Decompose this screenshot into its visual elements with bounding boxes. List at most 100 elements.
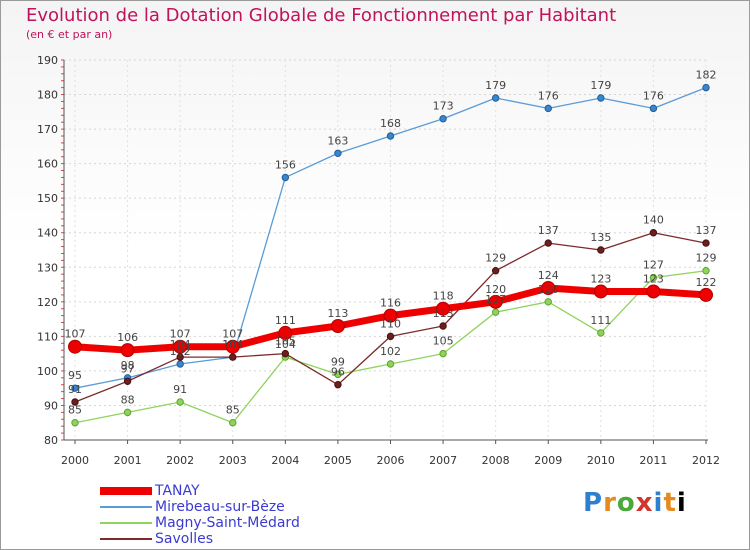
proxiti-logo: Proxiti <box>583 488 687 518</box>
x-tick-label: 2009 <box>534 454 562 467</box>
data-point-tanay <box>383 308 398 323</box>
data-label-savolles: 110 <box>380 317 401 330</box>
data-point-magny-saint-m-dard <box>439 349 447 358</box>
x-tick-label: 2005 <box>324 454 352 467</box>
data-point-tanay <box>488 294 503 309</box>
x-tick-label: 2003 <box>219 454 247 467</box>
data-label-tanay: 107 <box>170 328 191 341</box>
data-point-tanay <box>278 325 293 340</box>
chart-subtitle: (en € et par an) <box>26 28 113 41</box>
data-point-tanay <box>330 319 345 333</box>
data-label-savolles: 140 <box>643 214 664 227</box>
data-label-magny-saint-m-dard: 88 <box>121 393 135 406</box>
data-label-savolles: 137 <box>538 224 559 237</box>
x-tick-label: 2007 <box>429 454 457 467</box>
legend-label-savolles: Savolles <box>155 531 214 547</box>
y-tick-label: 130 <box>37 261 58 274</box>
data-label-mirebeau-sur-b-ze: 163 <box>327 134 348 147</box>
x-tick-label: 2000 <box>61 454 89 467</box>
data-label-savolles: 97 <box>121 362 135 375</box>
data-label-magny-saint-m-dard: 91 <box>173 383 187 396</box>
data-point-magny-saint-m-dard <box>649 273 658 282</box>
data-label-magny-saint-m-dard: 104 <box>275 338 296 351</box>
x-tick-label: 2001 <box>114 454 142 467</box>
data-label-magny-saint-m-dard: 111 <box>590 314 611 327</box>
data-label-tanay: 124 <box>538 269 559 282</box>
data-point-savolles <box>123 377 132 385</box>
data-point-magny-saint-m-dard <box>544 298 552 306</box>
x-tick-label: 2011 <box>639 454 667 467</box>
x-tick-label: 2010 <box>587 454 615 467</box>
y-tick-label: 160 <box>37 158 58 171</box>
data-label-mirebeau-sur-b-ze: 176 <box>538 89 559 102</box>
data-label-savolles: 113 <box>433 307 454 320</box>
data-label-savolles: 96 <box>331 366 345 379</box>
data-point-mirebeau-sur-b-ze <box>597 94 605 102</box>
data-point-mirebeau-sur-b-ze <box>491 94 500 102</box>
data-label-savolles: 104 <box>170 338 191 351</box>
data-point-mirebeau-sur-b-ze <box>71 384 79 392</box>
data-point-savolles <box>544 239 552 247</box>
data-label-tanay: 123 <box>643 272 664 285</box>
data-point-magny-saint-m-dard <box>386 360 395 368</box>
data-point-magny-saint-m-dard <box>123 408 132 417</box>
data-label-mirebeau-sur-b-ze: 95 <box>68 369 82 382</box>
y-tick-label: 170 <box>37 123 58 136</box>
legend-swatch-savolles <box>100 538 152 540</box>
data-label-magny-saint-m-dard: 99 <box>331 355 345 368</box>
data-point-savolles <box>597 246 605 254</box>
legend-swatch-tanay <box>100 487 152 495</box>
data-label-magny-saint-m-dard: 129 <box>696 252 717 265</box>
data-point-tanay <box>225 339 240 354</box>
legend-swatch-mirebeau <box>100 506 152 508</box>
data-label-savolles: 91 <box>68 383 82 396</box>
data-label-mirebeau-sur-b-ze: 98 <box>121 359 135 372</box>
y-tick-label: 120 <box>37 296 58 309</box>
data-label-mirebeau-sur-b-ze: 173 <box>433 100 454 113</box>
data-label-mirebeau-sur-b-ze: 102 <box>170 345 191 358</box>
data-point-mirebeau-sur-b-ze <box>176 360 184 368</box>
data-point-mirebeau-sur-b-ze <box>386 132 395 140</box>
data-label-mirebeau-sur-b-ze: 182 <box>696 69 717 82</box>
data-point-savolles <box>439 322 447 330</box>
data-label-savolles: 104 <box>222 338 243 351</box>
data-label-magny-saint-m-dard: 85 <box>226 404 240 417</box>
data-point-tanay <box>68 339 82 354</box>
legend-swatch-magny <box>100 522 152 524</box>
data-label-savolles: 137 <box>696 224 717 237</box>
data-point-savolles <box>649 229 658 237</box>
data-point-tanay <box>436 301 451 316</box>
legend-label-mirebeau: Mirebeau-sur-Bèze <box>155 499 285 515</box>
y-tick-label: 100 <box>37 365 58 378</box>
data-label-magny-saint-m-dard: 102 <box>380 345 401 358</box>
x-tick-label: 2004 <box>271 454 299 467</box>
data-point-savolles <box>334 381 342 389</box>
data-label-tanay: 120 <box>485 283 506 296</box>
data-label-savolles: 135 <box>590 231 611 244</box>
data-label-tanay: 107 <box>65 328 86 341</box>
data-point-mirebeau-sur-b-ze <box>702 83 710 92</box>
data-label-mirebeau-sur-b-ze: 179 <box>590 79 611 92</box>
data-label-tanay: 107 <box>222 328 243 341</box>
data-label-savolles: 105 <box>275 335 296 348</box>
data-label-tanay: 116 <box>380 297 401 310</box>
data-point-mirebeau-sur-b-ze <box>439 115 447 123</box>
y-tick-label: 180 <box>37 89 58 102</box>
y-tick-label: 190 <box>37 54 58 67</box>
data-point-tanay <box>120 343 135 358</box>
data-label-savolles: 129 <box>485 252 506 265</box>
data-label-magny-saint-m-dard: 120 <box>538 283 559 296</box>
data-label-tanay: 122 <box>696 276 717 289</box>
x-tick-label: 2008 <box>482 454 510 467</box>
data-point-savolles <box>176 353 184 361</box>
line-chart: 80 90 100 110 120 130 140 150 160 170 180 190 2000 20… <box>37 54 720 467</box>
data-label-magny-saint-m-dard: 105 <box>433 335 454 348</box>
y-tick-label: 150 <box>37 192 58 205</box>
data-label-tanay: 123 <box>590 272 611 285</box>
data-point-tanay <box>173 339 188 354</box>
data-point-magny-saint-m-dard <box>176 398 184 406</box>
data-label-mirebeau-sur-b-ze: 156 <box>275 158 296 171</box>
x-tick-label: 2006 <box>377 454 405 467</box>
data-point-tanay <box>646 284 661 299</box>
